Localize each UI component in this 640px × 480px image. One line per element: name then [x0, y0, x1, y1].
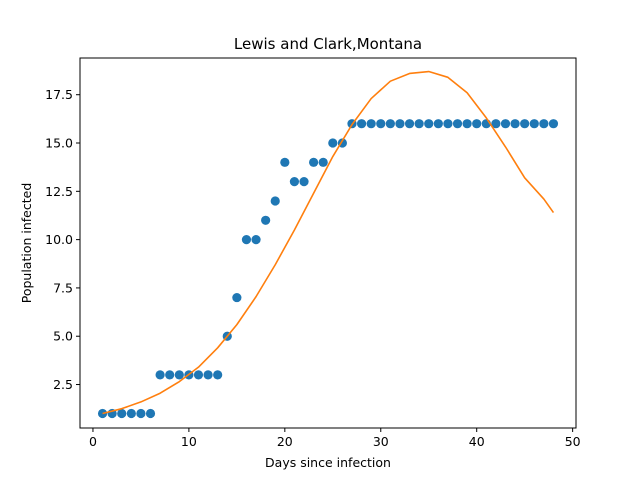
data-point [241, 235, 252, 245]
data-point [261, 215, 271, 225]
data-point [376, 119, 386, 129]
data-point [213, 370, 223, 380]
y-tick-label: 7.5 [53, 280, 73, 295]
data-point [280, 157, 290, 167]
y-tick-label: 17.5 [45, 87, 73, 102]
data-point [270, 196, 280, 206]
x-tick-label: 20 [277, 434, 293, 449]
data-point [193, 370, 204, 380]
data-point [126, 408, 136, 419]
x-tick-label: 40 [469, 434, 485, 449]
data-point [165, 370, 175, 380]
data-point [529, 119, 539, 129]
data-point [356, 119, 367, 129]
x-tick-label: 10 [181, 434, 197, 449]
data-point [366, 119, 376, 129]
plot-frame [79, 57, 577, 429]
x-tick-label: 0 [89, 434, 97, 449]
y-tick-label: 12.5 [45, 184, 73, 199]
data-point [510, 119, 520, 129]
x-tick-label: 50 [565, 434, 581, 449]
data-point [500, 119, 511, 129]
data-point [155, 370, 165, 380]
chart-title: Lewis and Clark,Montana [234, 35, 422, 53]
y-tick-label: 5.0 [53, 329, 73, 344]
data-point [424, 119, 434, 129]
data-point [539, 119, 549, 129]
x-tick-label: 30 [373, 434, 389, 449]
data-point [462, 119, 472, 129]
data-point [414, 119, 424, 129]
data-point [174, 370, 184, 380]
data-point [433, 119, 443, 129]
data-point [328, 138, 338, 148]
data-point [452, 119, 463, 129]
y-tick-label: 2.5 [53, 377, 73, 392]
y-tick-label: 15.0 [45, 136, 73, 151]
data-point [443, 119, 453, 129]
plot-area [97, 70, 559, 419]
data-point [491, 119, 501, 129]
y-axis-label: Population infected [19, 183, 34, 304]
data-point [520, 119, 530, 129]
data-point [472, 119, 482, 129]
data-point [404, 119, 415, 129]
data-point [145, 408, 156, 419]
data-point [309, 157, 319, 167]
fit-line [102, 70, 555, 415]
data-point [251, 235, 261, 245]
x-axis-label: Days since infection [265, 455, 391, 470]
y-tick-label: 10.0 [45, 232, 73, 247]
data-point [395, 119, 405, 129]
data-point [318, 157, 328, 167]
x-axis: 0 10 20 30 40 50 [89, 428, 581, 449]
data-point [299, 177, 309, 187]
data-point [136, 408, 146, 419]
data-point [548, 119, 559, 129]
data-point [117, 408, 127, 419]
data-point [232, 292, 242, 303]
data-point [289, 177, 300, 187]
data-point [203, 370, 213, 380]
y-axis: 2.5 5.0 7.5 10.0 12.5 15.0 17.5 [45, 87, 80, 392]
data-point [385, 119, 395, 129]
